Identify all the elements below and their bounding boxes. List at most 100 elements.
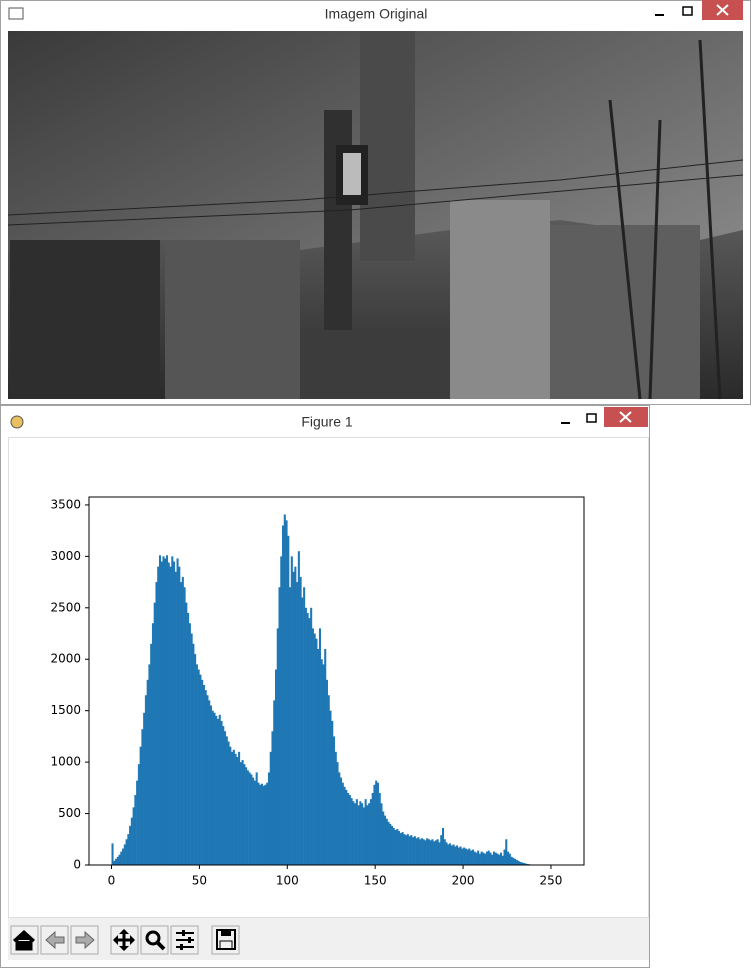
close-button[interactable] bbox=[604, 407, 648, 427]
bar bbox=[419, 839, 422, 865]
bar bbox=[229, 746, 232, 865]
bar bbox=[452, 844, 455, 865]
bar bbox=[178, 566, 181, 865]
bar bbox=[123, 844, 126, 865]
bar bbox=[181, 576, 184, 865]
bar bbox=[420, 838, 423, 865]
bar bbox=[470, 850, 473, 865]
bar bbox=[352, 801, 355, 865]
bar bbox=[322, 664, 325, 865]
bar bbox=[194, 654, 197, 865]
bar bbox=[499, 852, 503, 865]
bar bbox=[157, 566, 160, 865]
bar bbox=[224, 731, 227, 865]
bar bbox=[517, 860, 520, 865]
bar bbox=[366, 805, 369, 865]
bar bbox=[450, 845, 453, 865]
maximize-button[interactable] bbox=[586, 413, 597, 423]
bar bbox=[120, 851, 123, 865]
bar bbox=[301, 597, 304, 865]
bar bbox=[204, 690, 207, 865]
maximize-button[interactable] bbox=[682, 6, 693, 16]
save-button[interactable] bbox=[211, 925, 240, 955]
bar bbox=[276, 628, 279, 865]
bar bbox=[185, 602, 188, 865]
y-tick-label: 2500 bbox=[50, 600, 81, 614]
bar bbox=[111, 843, 114, 865]
bar bbox=[331, 720, 334, 865]
bar bbox=[466, 849, 469, 865]
bar bbox=[132, 807, 135, 865]
bar bbox=[449, 843, 452, 865]
bar bbox=[364, 799, 367, 865]
bar bbox=[176, 558, 179, 865]
bar bbox=[510, 856, 513, 865]
bar bbox=[129, 825, 132, 865]
bar bbox=[459, 846, 462, 865]
bar bbox=[392, 827, 395, 865]
bar bbox=[213, 712, 216, 865]
bar bbox=[457, 847, 460, 865]
bar bbox=[239, 762, 242, 865]
bar bbox=[478, 853, 481, 865]
bar bbox=[278, 587, 281, 865]
bar bbox=[461, 848, 464, 865]
bar bbox=[480, 851, 483, 865]
bar bbox=[343, 786, 346, 865]
bar bbox=[354, 803, 357, 865]
y-tick-label: 1500 bbox=[50, 703, 81, 717]
bar bbox=[522, 862, 525, 865]
bar bbox=[146, 679, 149, 865]
bar bbox=[438, 842, 441, 865]
bar bbox=[508, 853, 511, 865]
pan-button[interactable] bbox=[110, 925, 139, 955]
bar bbox=[225, 736, 228, 865]
bar bbox=[429, 840, 432, 865]
bar bbox=[399, 833, 402, 865]
bar bbox=[188, 623, 191, 865]
bar bbox=[160, 561, 163, 865]
bar bbox=[487, 850, 490, 865]
bar bbox=[255, 772, 258, 865]
bar bbox=[385, 818, 388, 865]
bar bbox=[373, 784, 376, 865]
bar bbox=[294, 566, 297, 865]
forward-button[interactable] bbox=[70, 925, 99, 955]
back-button[interactable] bbox=[40, 925, 69, 955]
home-button[interactable] bbox=[10, 925, 39, 955]
bar bbox=[514, 858, 517, 865]
bar bbox=[208, 700, 211, 865]
bar bbox=[211, 710, 214, 865]
bar bbox=[482, 852, 485, 865]
bar bbox=[475, 852, 478, 865]
bar bbox=[348, 795, 351, 865]
configure-button[interactable] bbox=[170, 925, 199, 955]
bar bbox=[371, 792, 374, 865]
bar bbox=[299, 576, 302, 865]
bar bbox=[468, 848, 471, 865]
bar bbox=[515, 859, 518, 865]
bar bbox=[422, 839, 425, 865]
bar bbox=[389, 823, 392, 865]
bar bbox=[143, 712, 146, 865]
x-tick-label: 0 bbox=[108, 874, 116, 888]
bar bbox=[264, 784, 267, 865]
zoom-button[interactable] bbox=[140, 925, 169, 955]
bar bbox=[262, 785, 265, 865]
bar bbox=[431, 839, 434, 865]
close-button[interactable] bbox=[702, 0, 743, 20]
bar bbox=[390, 825, 394, 865]
bar bbox=[151, 623, 154, 865]
bar bbox=[232, 749, 235, 865]
bar bbox=[369, 799, 372, 865]
bar bbox=[313, 633, 316, 865]
bar bbox=[283, 514, 286, 865]
bar bbox=[526, 863, 529, 865]
bar bbox=[199, 674, 202, 865]
bar bbox=[310, 607, 313, 865]
bar bbox=[308, 618, 311, 865]
bar bbox=[394, 830, 397, 865]
y-tick-label: 0 bbox=[73, 858, 81, 872]
